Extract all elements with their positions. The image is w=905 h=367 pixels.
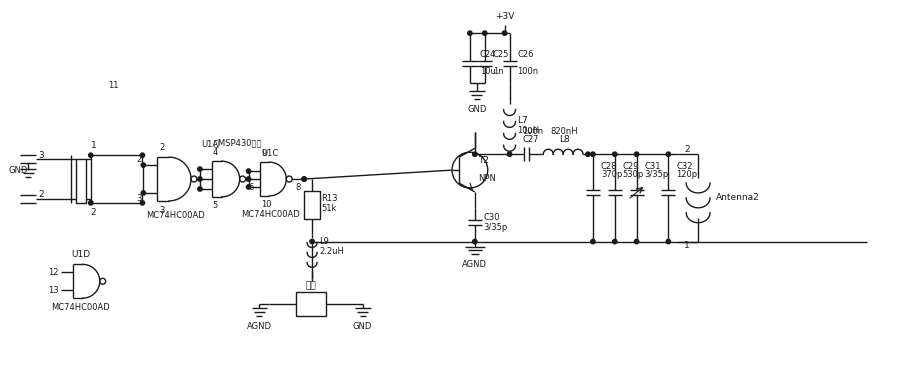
Circle shape: [89, 201, 93, 205]
Text: 10u: 10u: [480, 67, 496, 76]
Circle shape: [613, 152, 617, 156]
Text: C28: C28: [601, 162, 617, 171]
Text: C27: C27: [522, 135, 539, 144]
Text: 5: 5: [213, 201, 218, 210]
Circle shape: [310, 239, 314, 244]
Bar: [296, 292, 326, 316]
Text: 4: 4: [213, 148, 218, 157]
Text: L9: L9: [319, 237, 329, 246]
Text: 51k: 51k: [321, 204, 337, 213]
Text: GND: GND: [353, 322, 372, 331]
Text: 1: 1: [684, 241, 691, 250]
Text: AGND: AGND: [247, 322, 272, 331]
Circle shape: [141, 163, 146, 167]
Text: U1C: U1C: [261, 149, 278, 158]
Text: R13: R13: [321, 195, 338, 203]
Text: AGND: AGND: [462, 261, 487, 269]
Text: 1n: 1n: [492, 67, 503, 76]
Text: L8: L8: [558, 135, 569, 144]
Text: 13: 13: [48, 286, 59, 295]
Text: 3: 3: [159, 206, 165, 215]
Text: MC74HC00AD: MC74HC00AD: [146, 211, 205, 220]
Circle shape: [634, 239, 639, 244]
Circle shape: [302, 177, 306, 181]
Circle shape: [198, 177, 202, 181]
Circle shape: [591, 239, 595, 244]
Circle shape: [468, 31, 472, 35]
Text: 10: 10: [262, 200, 272, 209]
Circle shape: [140, 201, 145, 205]
Text: 2: 2: [684, 145, 691, 154]
Circle shape: [482, 31, 487, 35]
Circle shape: [666, 152, 671, 156]
Text: 11: 11: [108, 81, 119, 90]
Circle shape: [198, 167, 202, 171]
Text: GND: GND: [9, 166, 28, 175]
Text: 8: 8: [295, 184, 300, 192]
Text: C32: C32: [676, 162, 693, 171]
Circle shape: [591, 152, 595, 156]
Circle shape: [472, 152, 477, 156]
Text: 2.2uH: 2.2uH: [319, 247, 344, 256]
Text: 1: 1: [90, 141, 97, 150]
Text: 820nH: 820nH: [550, 127, 578, 137]
Text: 9: 9: [262, 149, 267, 158]
Text: 370p: 370p: [601, 170, 623, 179]
Circle shape: [246, 169, 251, 173]
Text: C25: C25: [492, 50, 510, 59]
Text: 530p: 530p: [623, 170, 644, 179]
Circle shape: [141, 191, 146, 195]
Circle shape: [140, 153, 145, 157]
Circle shape: [246, 185, 251, 189]
Circle shape: [502, 31, 507, 35]
Text: Antenna2: Antenna2: [716, 193, 759, 202]
Text: 3: 3: [38, 151, 44, 160]
Text: 2: 2: [136, 155, 141, 164]
Text: 接MSP430接口: 接MSP430接口: [214, 138, 262, 147]
Bar: [304, 191, 320, 219]
Text: MC74HC00AD: MC74HC00AD: [241, 210, 300, 219]
Text: C24: C24: [480, 50, 496, 59]
Text: C29: C29: [623, 162, 639, 171]
Circle shape: [246, 177, 251, 181]
Text: U1A: U1A: [201, 140, 218, 149]
Text: GND: GND: [467, 105, 487, 114]
Text: 2: 2: [38, 190, 43, 199]
Circle shape: [472, 239, 477, 244]
Circle shape: [508, 152, 511, 156]
Circle shape: [613, 239, 617, 244]
Bar: [76, 159, 86, 203]
Circle shape: [666, 239, 671, 244]
Text: 120p: 120p: [676, 170, 698, 179]
Text: U1D: U1D: [71, 250, 90, 259]
Text: 3/35p: 3/35p: [644, 170, 669, 179]
Text: L7: L7: [518, 116, 529, 125]
Text: C31: C31: [644, 162, 661, 171]
Text: MC74HC00AD: MC74HC00AD: [52, 303, 110, 312]
Text: 6: 6: [249, 184, 254, 192]
Text: C30: C30: [484, 213, 500, 222]
Text: 100n: 100n: [518, 67, 538, 76]
Text: T2: T2: [478, 156, 489, 165]
Circle shape: [198, 187, 202, 191]
Text: 2: 2: [159, 143, 165, 152]
Text: C26: C26: [518, 50, 534, 59]
Circle shape: [634, 152, 639, 156]
Circle shape: [302, 177, 306, 181]
Text: 10uH: 10uH: [518, 126, 539, 135]
Text: 100n: 100n: [522, 127, 544, 137]
Text: 磁珠: 磁珠: [306, 281, 317, 290]
Text: 2: 2: [90, 208, 97, 217]
Text: 3: 3: [136, 195, 141, 203]
Text: 3/35p: 3/35p: [484, 223, 508, 232]
Text: NPN: NPN: [478, 174, 496, 182]
Circle shape: [586, 152, 590, 156]
Circle shape: [89, 153, 93, 157]
Text: +3V: +3V: [495, 12, 514, 21]
Text: 12: 12: [49, 268, 59, 277]
